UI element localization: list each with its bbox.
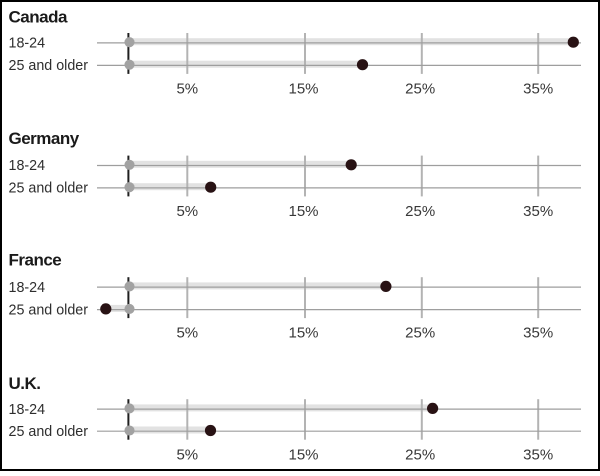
svg-text:25%: 25%	[405, 325, 435, 342]
svg-text:25 and older: 25 and older	[9, 58, 89, 74]
svg-text:18-24: 18-24	[9, 158, 46, 174]
svg-text:Germany: Germany	[9, 129, 80, 148]
svg-text:France: France	[9, 250, 62, 269]
svg-text:5%: 5%	[176, 81, 198, 98]
svg-text:35%: 35%	[523, 203, 553, 220]
svg-text:25 and older: 25 and older	[9, 181, 89, 197]
svg-text:U.K.: U.K.	[9, 374, 41, 393]
svg-text:18-24: 18-24	[9, 402, 46, 418]
svg-text:35%: 35%	[523, 81, 553, 98]
svg-text:25 and older: 25 and older	[9, 302, 89, 318]
svg-text:25%: 25%	[405, 446, 435, 463]
svg-text:15%: 15%	[288, 325, 318, 342]
svg-text:35%: 35%	[523, 325, 553, 342]
svg-text:25%: 25%	[405, 203, 435, 220]
svg-text:35%: 35%	[523, 446, 553, 463]
svg-text:5%: 5%	[176, 446, 198, 463]
svg-text:5%: 5%	[176, 325, 198, 342]
svg-text:18-24: 18-24	[9, 36, 46, 52]
svg-text:18-24: 18-24	[9, 280, 46, 296]
svg-text:15%: 15%	[288, 446, 318, 463]
svg-text:5%: 5%	[176, 203, 198, 220]
svg-text:25 and older: 25 and older	[9, 424, 89, 440]
svg-text:15%: 15%	[288, 81, 318, 98]
svg-text:25%: 25%	[405, 81, 435, 98]
svg-text:Canada: Canada	[9, 7, 68, 26]
svg-text:15%: 15%	[288, 203, 318, 220]
